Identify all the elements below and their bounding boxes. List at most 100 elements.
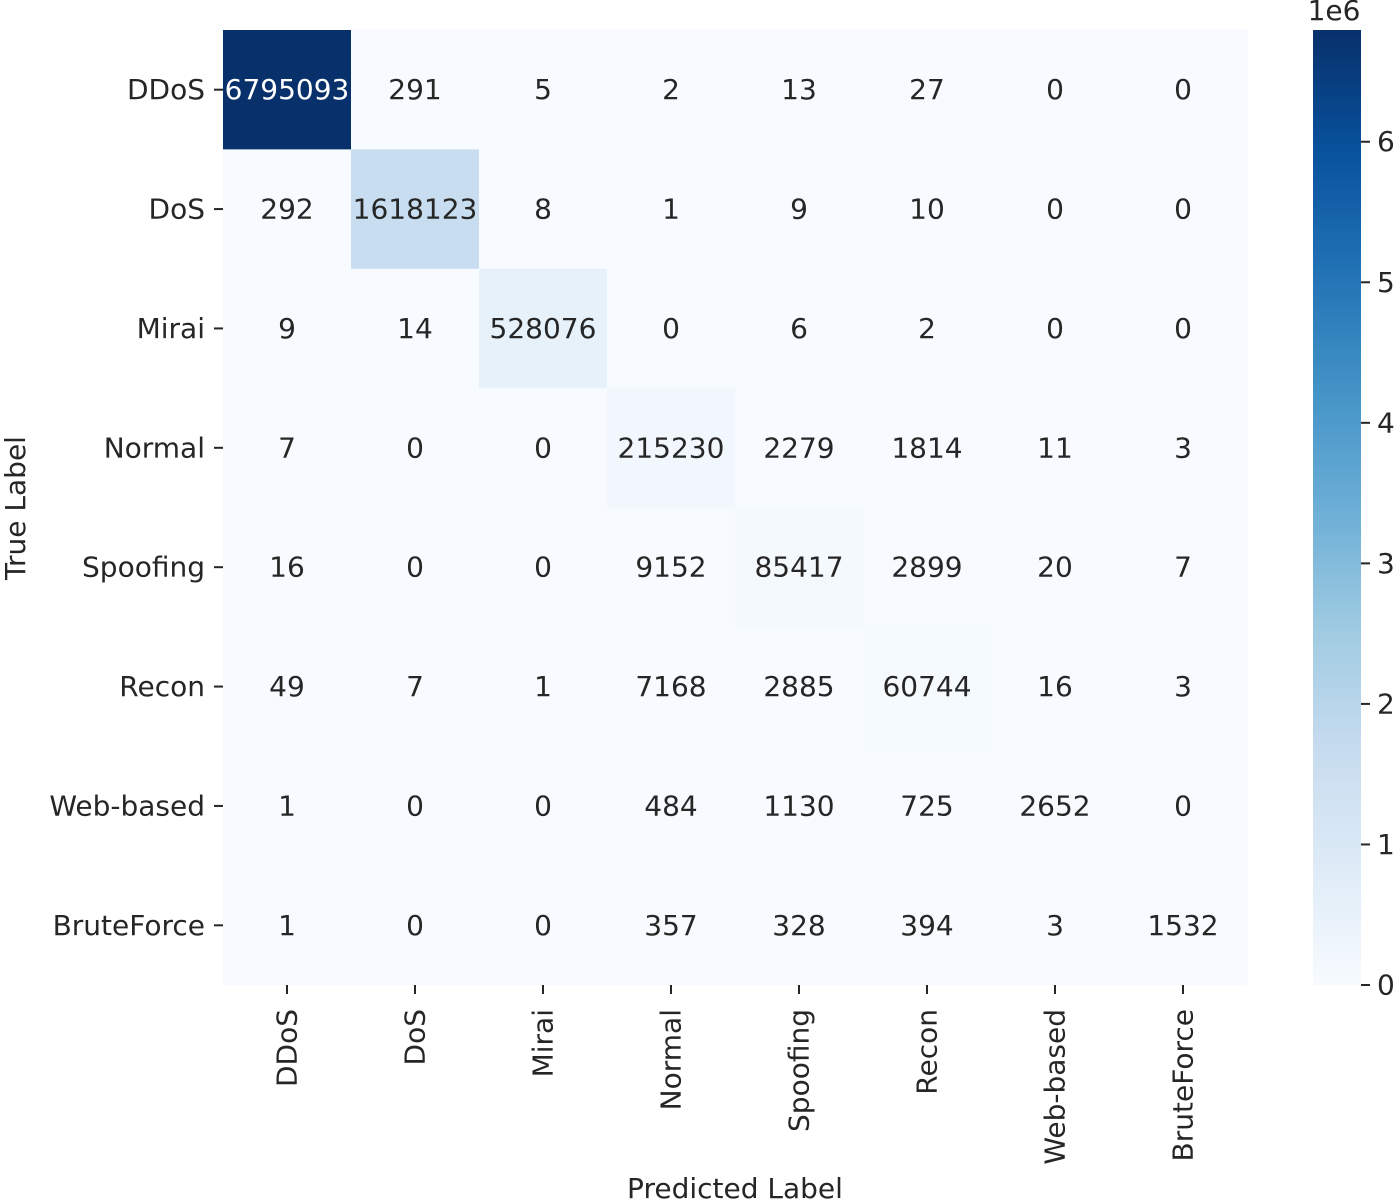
y-tick-label: DDoS — [127, 73, 205, 106]
heatmap-cell — [479, 30, 608, 150]
heatmap-cell — [607, 865, 736, 986]
heatmap-cell-value: 2885 — [763, 670, 834, 703]
heatmap-cell — [735, 388, 864, 509]
heatmap-cell-value: 8 — [534, 193, 552, 226]
x-tick-label: DDoS — [271, 1009, 304, 1087]
heatmap-cell-value: 85417 — [754, 551, 843, 584]
heatmap-cell-value: 0 — [534, 909, 552, 942]
heatmap-cell — [1119, 626, 1248, 747]
heatmap-cell — [479, 388, 608, 509]
heatmap-cell-value: 0 — [1046, 193, 1064, 226]
heatmap-cells — [223, 30, 1248, 986]
heatmap-cell — [607, 507, 736, 628]
y-axis-title: True Label — [0, 436, 32, 581]
x-axis-title: Predicted Label — [627, 1172, 843, 1202]
heatmap-cell-value: 9152 — [635, 551, 706, 584]
heatmap-cell-value: 6 — [790, 312, 808, 345]
heatmap-cell — [991, 746, 1120, 867]
heatmap-cell — [991, 626, 1120, 747]
y-tick-label: BruteForce — [53, 909, 205, 942]
heatmap-cell — [479, 507, 608, 628]
heatmap-cell-value: 1 — [534, 670, 552, 703]
heatmap-cell — [863, 507, 992, 628]
y-tick-label: Recon — [119, 670, 205, 703]
heatmap-cell-value: 0 — [1174, 789, 1192, 822]
heatmap-cell — [863, 30, 992, 150]
heatmap-cell-value: 1 — [278, 909, 296, 942]
heatmap-cell-value: 7 — [1174, 551, 1192, 584]
heatmap-cell-value: 1532 — [1147, 909, 1218, 942]
heatmap-cell-value: 3 — [1046, 909, 1064, 942]
x-tick-label: Mirai — [527, 1009, 560, 1077]
colorbar-ticks: 0 1 2 3 4 5 6 — [1361, 125, 1395, 1002]
x-tick-label: Spoofing — [783, 1009, 816, 1132]
heatmap-cell-value: 3 — [1174, 670, 1192, 703]
heatmap-cell — [735, 30, 864, 150]
heatmap-cell-value: 11 — [1037, 431, 1073, 464]
heatmap-cell-value: 16 — [1037, 670, 1073, 703]
x-tick-label: Web-based — [1039, 1009, 1072, 1165]
heatmap-cell — [223, 149, 352, 270]
heatmap-cell-value: 2652 — [1019, 789, 1090, 822]
heatmap-cell-value: 215230 — [618, 431, 725, 464]
heatmap-cell — [1119, 507, 1248, 628]
heatmap-cell-value: 13 — [781, 73, 817, 106]
heatmap-cell-value: 0 — [406, 431, 424, 464]
heatmap-cell — [479, 746, 608, 867]
heatmap-cell-value: 725 — [900, 789, 953, 822]
heatmap-cell — [607, 30, 736, 150]
x-axis-ticks: DDoS DoS Mirai Normal Spoofing Recon Web-based… — [271, 985, 1200, 1165]
heatmap-cell-value: 0 — [406, 909, 424, 942]
colorbar-tick-label: 4 — [1377, 406, 1395, 439]
heatmap-cell-value: 9 — [790, 193, 808, 226]
heatmap-cell-value: 0 — [1174, 73, 1192, 106]
heatmap-cell — [735, 746, 864, 867]
heatmap-cell — [863, 746, 992, 867]
heatmap-cell — [479, 626, 608, 747]
heatmap-cell-value: 484 — [644, 789, 697, 822]
heatmap-cell-value: 49 — [269, 670, 305, 703]
heatmap-cell-value: 0 — [406, 789, 424, 822]
heatmap-cell-value: 357 — [644, 909, 697, 942]
heatmap-cell-value: 3 — [1174, 431, 1192, 464]
heatmap-cell-value: 1 — [278, 789, 296, 822]
heatmap-cell — [1119, 268, 1248, 389]
heatmap-cell — [991, 865, 1120, 986]
heatmap-cell-value: 1618123 — [353, 193, 478, 226]
colorbar-offset-label: 1e6 — [1308, 0, 1361, 27]
x-tick-label: DoS — [399, 1009, 432, 1065]
heatmap-cell-value: 10 — [909, 193, 945, 226]
heatmap-cell-value: 6795093 — [225, 73, 350, 106]
colorbar-tick-label: 1 — [1377, 828, 1395, 861]
heatmap-cell — [863, 268, 992, 389]
heatmap-cell — [863, 626, 992, 747]
heatmap-cell — [223, 30, 352, 150]
heatmap-cell — [351, 388, 480, 509]
heatmap-cell — [223, 388, 352, 509]
heatmap-cell-value: 9 — [278, 312, 296, 345]
heatmap-cell-value: 2899 — [891, 551, 962, 584]
heatmap-cell — [223, 626, 352, 747]
heatmap-cell-value: 20 — [1037, 551, 1073, 584]
heatmap-cell — [479, 149, 608, 270]
heatmap-cell-value: 0 — [534, 431, 552, 464]
heatmap-cell — [863, 865, 992, 986]
x-tick-label: Normal — [655, 1009, 688, 1110]
heatmap-cell-value: 0 — [1174, 312, 1192, 345]
heatmap-cell-value: 2279 — [763, 431, 834, 464]
heatmap-cell — [735, 626, 864, 747]
y-tick-label: Spoofing — [82, 551, 205, 584]
heatmap-cell-value: 328 — [772, 909, 825, 942]
heatmap-cell-value: 0 — [1174, 193, 1192, 226]
heatmap-cell-value: 0 — [406, 551, 424, 584]
heatmap-cell — [351, 149, 480, 270]
heatmap-cell-value: 7 — [278, 431, 296, 464]
heatmap-cell-value: 2 — [918, 312, 936, 345]
heatmap-cell — [607, 268, 736, 389]
heatmap-cell — [735, 865, 864, 986]
heatmap-cell-value: 291 — [388, 73, 441, 106]
heatmap-cell-value: 0 — [662, 312, 680, 345]
heatmap-cell-value: 27 — [909, 73, 945, 106]
